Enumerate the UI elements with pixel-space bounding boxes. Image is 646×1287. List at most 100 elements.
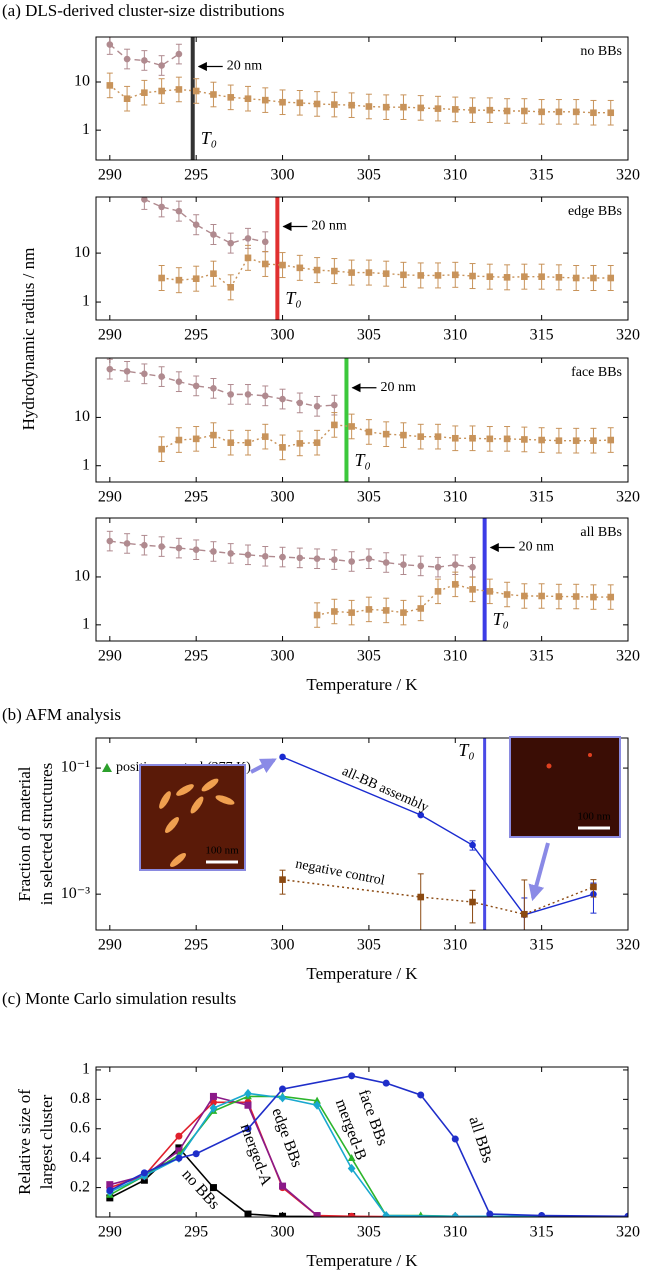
data-point	[313, 266, 321, 274]
data-point	[209, 1092, 217, 1100]
data-point	[106, 1181, 114, 1189]
x-tick-label: 320	[616, 327, 640, 344]
data-point	[141, 57, 148, 64]
data-point	[331, 101, 338, 108]
data-point	[417, 605, 425, 612]
data-point	[296, 399, 304, 407]
data-point	[382, 270, 390, 277]
data-point	[210, 91, 217, 98]
afm-feature	[170, 853, 186, 867]
panel-label: face BBs	[571, 365, 622, 380]
data-point	[296, 264, 304, 272]
y-tick-label: 0.8	[70, 1090, 90, 1107]
data-point	[607, 436, 615, 444]
x-axis-label: Temperature / K	[306, 1251, 418, 1270]
y-axis-label: largest cluster	[37, 1094, 56, 1189]
data-point	[572, 437, 580, 444]
data-point	[244, 95, 252, 102]
data-point	[572, 108, 580, 116]
data-point	[175, 436, 183, 444]
t0-label: T₀	[493, 609, 509, 629]
data-point	[348, 423, 355, 430]
data-point	[141, 541, 148, 549]
x-tick-label: 295	[184, 1224, 208, 1241]
panel-label: no BBs	[580, 44, 622, 59]
data-point	[141, 370, 148, 378]
annotation: 20 nm	[519, 540, 555, 555]
series-line	[282, 878, 594, 915]
plot-frame	[95, 36, 629, 161]
data-point	[348, 1212, 356, 1217]
data-point	[141, 89, 148, 96]
data-point	[486, 588, 494, 595]
data-point	[555, 274, 563, 281]
x-tick-label: 310	[443, 489, 467, 506]
data-point	[382, 607, 390, 614]
data-point	[141, 197, 148, 203]
x-tick-label: 320	[616, 1224, 640, 1241]
y-tick-label: 0.4	[70, 1149, 90, 1166]
plot-area	[106, 37, 615, 160]
y-tick-label: 10	[74, 244, 90, 261]
data-point	[106, 1187, 114, 1195]
afm-inset	[139, 764, 246, 871]
y-tick-label: 10⁻³	[61, 885, 90, 902]
data-point	[434, 105, 442, 112]
y-tick-label: 10	[74, 408, 90, 425]
inset-arrow	[250, 758, 277, 774]
x-tick-label: 305	[357, 167, 381, 184]
y-tick-label: 1	[82, 121, 90, 138]
x-tick-label: 315	[530, 489, 554, 506]
series-line	[316, 583, 611, 616]
data-point	[158, 445, 165, 453]
data-point	[331, 608, 338, 615]
data-point	[538, 273, 545, 280]
plot-frame	[95, 737, 629, 931]
data-point	[123, 55, 131, 63]
x-tick-label: 295	[184, 937, 208, 954]
annotation: 20 nm	[311, 219, 347, 234]
data-point	[158, 543, 165, 550]
data-point	[192, 435, 200, 443]
data-point	[244, 551, 252, 559]
x-tick-label: 295	[184, 648, 208, 665]
data-point	[313, 555, 321, 563]
data-point	[434, 588, 442, 595]
data-point	[313, 100, 321, 108]
data-point	[227, 439, 235, 446]
data-point	[607, 593, 615, 601]
data-point	[521, 436, 528, 443]
data-point	[175, 276, 183, 284]
y-axis-label: Relative size of	[15, 1089, 34, 1195]
data-point	[158, 373, 165, 380]
data-point	[555, 108, 563, 116]
data-point	[209, 1184, 217, 1192]
x-tick-label: 290	[98, 489, 122, 506]
x-tick-label: 295	[184, 489, 208, 506]
data-point	[347, 1153, 356, 1161]
data-point	[279, 1212, 287, 1217]
data-point	[106, 82, 114, 89]
data-point	[486, 273, 494, 280]
data-point	[192, 221, 200, 229]
data-point	[175, 207, 183, 215]
data-point	[348, 609, 355, 616]
y-tick-label: 0.2	[70, 1178, 90, 1195]
data-point	[365, 103, 373, 110]
data-point	[123, 368, 131, 375]
t0-label: T₀	[285, 288, 301, 308]
y-tick-label: 1	[82, 293, 90, 310]
data-point	[210, 231, 217, 238]
data-point	[140, 1169, 148, 1177]
data-point	[313, 402, 321, 410]
x-tick-label: 300	[271, 648, 295, 665]
data-point	[572, 593, 580, 600]
data-point	[451, 106, 459, 113]
x-tick-label: 315	[530, 1224, 554, 1241]
data-point	[158, 87, 165, 95]
data-point	[244, 1210, 252, 1217]
plot-area	[279, 738, 597, 930]
x-tick-label: 315	[530, 327, 554, 344]
data-point	[607, 274, 615, 282]
data-point	[451, 434, 459, 442]
